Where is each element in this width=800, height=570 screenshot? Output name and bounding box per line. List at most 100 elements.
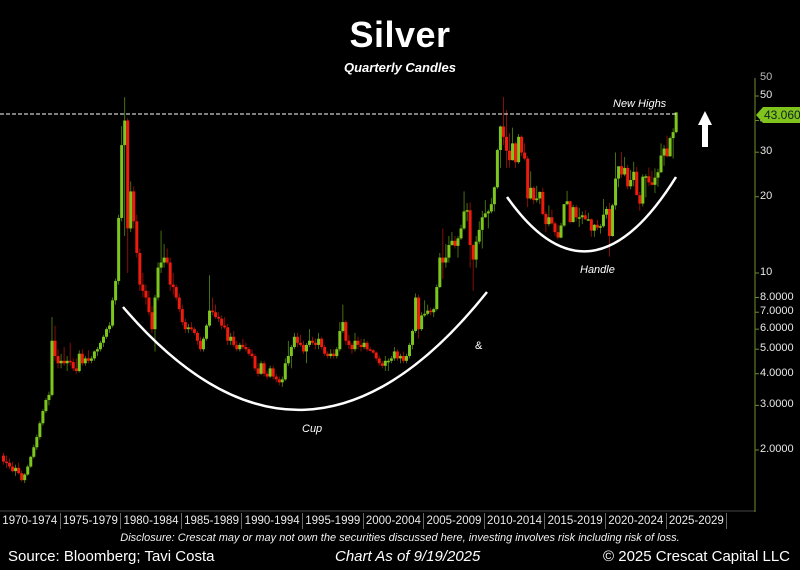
candle-body [208,310,212,326]
y-tick-label: 3.0000 [760,398,794,411]
candle-body [280,379,284,383]
cup-arc [122,291,488,412]
candle-body [253,356,257,369]
y-tick-label: 5.0000 [760,342,794,355]
x-tick-label: 2000-2004 [364,513,425,529]
x-tick-label: 2005-2009 [424,513,485,529]
candle-body [35,437,39,448]
candle-body [456,238,460,246]
candle-body [535,198,539,201]
as-of-date: Chart As of 9/19/2025 [335,548,481,565]
candle-body [435,287,439,310]
candle-body [498,126,502,151]
candle-body [426,310,430,314]
x-tick-label: 2015-2019 [545,513,606,529]
candle-body [68,360,72,363]
candle-body [362,342,366,348]
candle-body [229,336,233,341]
candle-body [232,336,236,345]
candle-body [450,240,454,245]
candle-body [511,143,515,161]
y-tick-label: 50 [760,89,773,102]
candle-body [383,360,387,366]
candle-body [171,284,175,288]
candle-body [150,312,154,330]
candle-body [298,342,302,345]
candles-layer [2,97,678,484]
candle-body [347,340,351,345]
candle-body [656,172,660,178]
candle-body [250,353,254,357]
x-tick-label: 1995-1999 [303,513,364,529]
candle-body [432,309,436,313]
candle-body [638,195,642,204]
candle-body [504,136,508,151]
candle-body [371,350,375,353]
candle-body [523,152,527,159]
candle-body [608,208,611,237]
candle-body [292,336,296,348]
candle-body [147,297,151,313]
candle-body [168,262,172,285]
candle-body [577,217,581,219]
candle-body [283,363,287,380]
candle-body [559,225,563,238]
candle-body [586,219,590,221]
candle-body [635,171,639,196]
candle-body [114,280,118,301]
candle-body [674,112,678,133]
y-tick-label: 8.0000 [760,290,794,303]
candle-body [86,358,90,361]
copyright-text: © 2025 Crescat Capital LLC [603,548,790,565]
candle-body [129,191,133,229]
candle-body [550,217,554,224]
candle-body [301,344,305,352]
candle-body [14,467,18,472]
candle-body [211,310,215,313]
candle-body [623,167,627,175]
candle-body [120,145,124,218]
candle-body [538,191,542,199]
candle-body [335,349,339,357]
source-text: Source: Bloomberg; Tavi Costa [8,548,215,565]
candle-body [71,362,75,369]
candle-body [247,349,251,354]
candle-body [135,221,139,253]
candle-body [353,340,357,350]
candle-body [20,473,24,481]
candle-body [92,351,96,359]
candle-body [617,166,621,179]
candle-body [308,340,312,345]
candle-body [459,228,463,239]
y-axis-label-top-partial: 50 [760,71,773,83]
candle-body [117,217,121,281]
candle-body [98,342,102,350]
candle-body [611,205,615,237]
candle-body [23,474,27,481]
candle-body [508,150,512,161]
candle-body [2,455,5,462]
candle-body [338,331,342,350]
candle-body [244,347,248,350]
candle-body [668,138,672,157]
candle-body [217,317,221,319]
candle-body [5,461,9,464]
candle-body [56,356,60,364]
candle-body [401,356,405,361]
candle-body [604,208,608,215]
candle-body [474,241,478,260]
candle-body [156,267,160,298]
candle-body [404,356,408,361]
candle-body [514,143,518,163]
candle-body [192,329,196,333]
candle-body [44,400,48,412]
x-tick-label: 1985-1989 [182,513,243,529]
candle-body [153,297,157,330]
y-tick-label: 4.0000 [760,366,794,379]
candle-body [305,344,308,352]
candle-body [174,287,178,298]
candle-body [326,353,330,357]
candle-body [101,336,105,343]
x-tick-label: 1975-1979 [61,513,122,529]
candle-body [17,467,21,474]
